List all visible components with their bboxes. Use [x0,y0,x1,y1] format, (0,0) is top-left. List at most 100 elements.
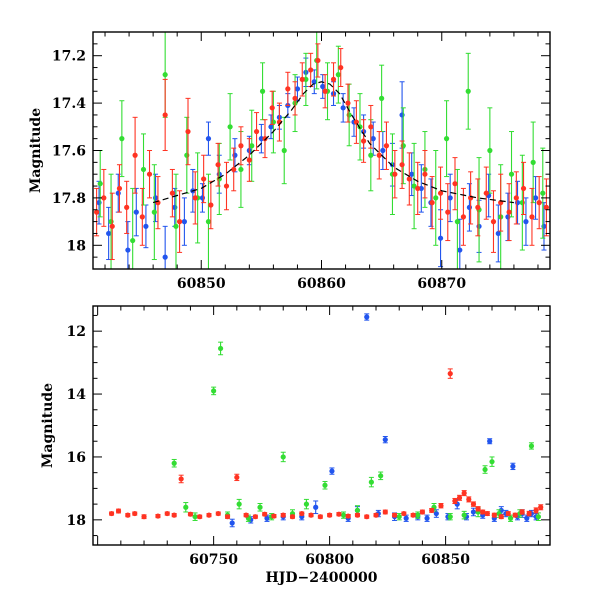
zoom-series-2-point [529,214,535,220]
zoom-series-2-point [520,185,527,192]
zoom-panel-marks [94,32,549,269]
full-series-2-point [373,512,379,518]
zoom-series-2-point [285,86,291,92]
zoom-series-1-point [530,159,536,165]
full-series-1-point [378,473,384,479]
full-x-tick-label: 60850 [421,552,470,568]
zoom-series-1-point [508,171,515,177]
zoom-series-2-point [116,185,123,192]
full-series-1-point [396,514,402,520]
zoom-series-2-point [429,200,435,206]
full-series-2-point [484,510,490,517]
zoom-series-2-point [238,143,244,149]
full-series-0-point [470,509,477,515]
zoom-series-0-point [268,124,274,130]
zoom-series-1-point [259,88,266,94]
zoom-panel: 60850 60860 60870 17.2 17.4 17.6 17.8 18 Magnit… [28,31,551,292]
full-series-1-point [482,466,488,473]
full-series-2-point [224,514,231,520]
full-series-1-point [415,512,421,518]
zoom-series-0-point [409,171,415,177]
zoom-series-0-point [457,247,463,253]
zoom-series-1-point [151,209,157,215]
full-series-2-point [178,476,184,482]
zoom-series-2-point [322,88,328,94]
zoom-series-0-point [199,195,206,201]
full-series-2-point [391,512,398,518]
full-series-1-point [507,515,514,521]
zoom-series-0-point [258,136,264,142]
zoom-series-2-point [231,166,237,173]
full-series-0-point [382,437,388,443]
zoom-series-1-point [238,166,244,173]
full-series-2-point [382,509,388,515]
full-series-2-point [354,512,361,518]
full-series-2-point [197,514,203,520]
zoom-series-1-point [379,95,385,101]
zoom-series-2-point [94,209,100,215]
full-series-2-point [456,495,463,501]
zoom-series-1-point [281,147,287,154]
zoom-series-2-point [109,223,115,229]
full-series-1-point [171,460,177,466]
zoom-series-2-point [406,176,412,182]
full-series-2-point [438,503,444,509]
full-series-1-point [368,479,374,485]
full-series-2-point [480,509,486,515]
zoom-series-1-point [487,147,493,154]
zoom-series-2-point [308,67,314,73]
zoom-panel-y-axis-label: Magnitude [28,108,44,193]
zoom-series-0-point [495,230,501,237]
zoom-series-1-point [140,166,147,173]
zoom-series-2-point [162,112,168,118]
full-series-2-point [280,512,286,518]
full-series-1-point [489,459,495,465]
zoom-series-2-point [132,152,138,158]
zoom-series-1-point [335,72,341,78]
zoom-series-2-point [383,143,390,149]
zoom-series-1-point [540,190,546,196]
zoom-series-2-point [460,214,467,220]
full-series-2-point [419,509,426,515]
full-series-1-point [354,507,361,514]
zoom-series-0-point [232,152,238,158]
zoom-series-2-point [146,171,153,177]
zoom-series-0-point [152,195,159,201]
full-series-0-point [264,515,270,521]
full-series-1-point [303,501,310,507]
zoom-x-tick-label: 60860 [297,276,346,292]
zoom-series-2-point [185,128,191,135]
full-series-0-point [510,463,516,469]
zoom-x-tick-label: 60870 [417,276,466,292]
full-x-tick-label: 60750 [189,552,238,568]
full-series-1-point [183,504,189,510]
full-series-2-point [461,490,467,496]
zoom-series-0-point [143,223,149,229]
zoom-series-2-point [437,190,444,196]
full-series-2-point [466,496,472,503]
zoom-series-2-point [262,136,268,142]
zoom-series-0-point [320,83,326,90]
zoom-series-2-point [269,105,275,111]
zoom-series-2-point [543,204,549,210]
full-series-2-point [234,474,240,480]
full-panel-axes: 60750 60800 60850 12 14 16 18 [67,306,550,568]
full-series-0-point [424,515,430,521]
zoom-series-2-point [415,185,421,192]
zoom-series-2-point [445,209,451,215]
full-y-tick-label: 14 [67,387,87,403]
zoom-series-0-point [311,79,317,85]
zoom-series-1-point [368,152,374,158]
full-panel-x-axis-label: HJD−2400000 [266,570,378,586]
full-series-1-point [461,512,467,518]
full-panel-marks [108,313,544,528]
full-series-2-point [215,510,221,517]
zoom-series-2-point [392,171,398,177]
full-series-0-point [524,515,530,521]
zoom-series-1-point [184,152,190,158]
zoom-series-0-point [532,195,539,201]
zoom-series-2-point [192,195,198,201]
full-series-1-point [192,514,198,520]
zoom-series-2-point [399,162,405,168]
zoom-series-2-point [376,152,382,158]
